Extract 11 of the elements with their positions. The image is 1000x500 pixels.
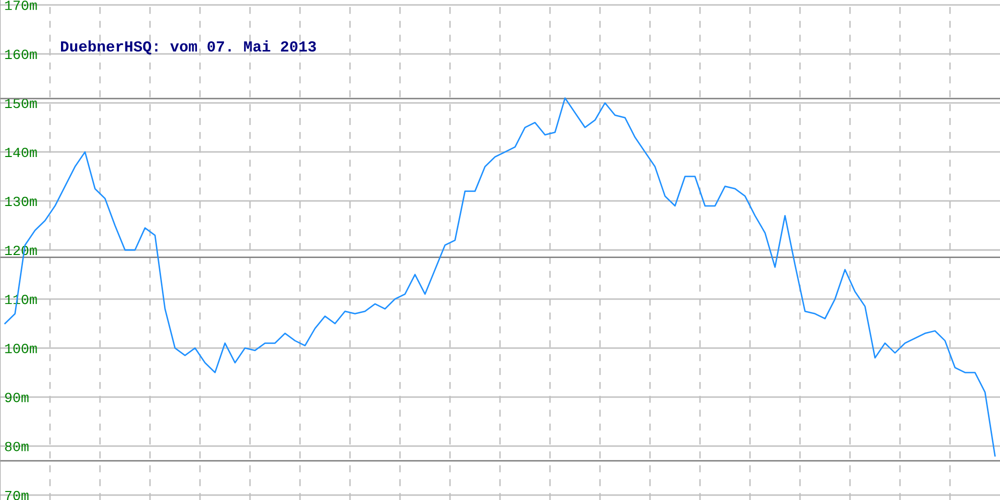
y-tick-label: 170m [5, 0, 37, 10]
y-tick-label: 160m [5, 50, 37, 60]
y-tick-label: 70m [5, 490, 28, 500]
line-series [4, 97, 996, 457]
y-tick-label: 100m [5, 344, 37, 354]
text: DuebnerHSQ: vom 07. Mai 2013 [61, 40, 316, 54]
y-tick-label: 130m [5, 196, 37, 206]
y-tick-label: 90m [5, 392, 28, 402]
y-tick-label: 140m [5, 148, 37, 158]
y-tick-label: 150m [5, 98, 37, 108]
y-tick-label: 80m [5, 442, 28, 452]
